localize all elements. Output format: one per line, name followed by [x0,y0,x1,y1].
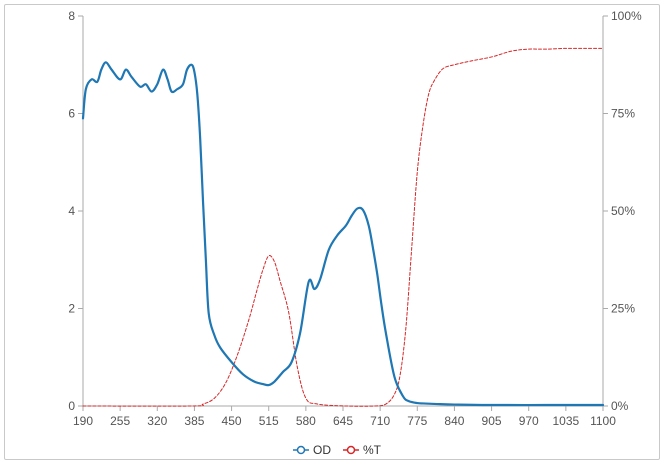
x-tick-label: 970 [519,414,539,428]
legend: OD %T [293,443,382,457]
series-layer [81,47,605,407]
y-left-tick-label: 8 [68,9,75,23]
y-right-tick-label: 0% [611,399,629,413]
y-left-tick-label: 6 [68,107,75,121]
x-tick-label: 190 [73,414,93,428]
x-tick-label: 645 [333,414,353,428]
y-right-tick-label: 75% [611,107,635,121]
legend-marker-0 [296,445,306,455]
x-tick-label: 775 [407,414,427,428]
x-tick-label: 450 [222,414,242,428]
y-right-tick-label: 25% [611,302,635,316]
y-left-tick-label: 0 [68,399,75,413]
x-tick-label: 385 [184,414,204,428]
legend-label-0: OD [313,443,331,457]
x-tick-label: 1100 [590,414,616,428]
x-tick-label: 515 [259,414,279,428]
y-right-tick-label: 100% [611,9,642,23]
axes: 190 255 320 385 450 515 580 645 710 775 840 905 970 1… [68,9,642,428]
x-tick-label: 320 [147,414,167,428]
x-tick-label: 255 [110,414,130,428]
chart-frame [4,4,660,460]
x-tick-label: 580 [296,414,316,428]
series-line-transmission [82,47,604,407]
y-left-tick-label: 2 [68,302,75,316]
series-line-od [81,61,605,407]
y-left-tick-label: 4 [68,204,75,218]
y-right-tick-label: 50% [611,204,635,218]
x-tick-label: 840 [444,414,464,428]
x-tick-label: 905 [482,414,502,428]
legend-marker-1 [346,445,356,455]
x-tick-label: 1035 [553,414,580,428]
legend-label-1: %T [363,443,382,457]
x-tick-label: 710 [370,414,390,428]
